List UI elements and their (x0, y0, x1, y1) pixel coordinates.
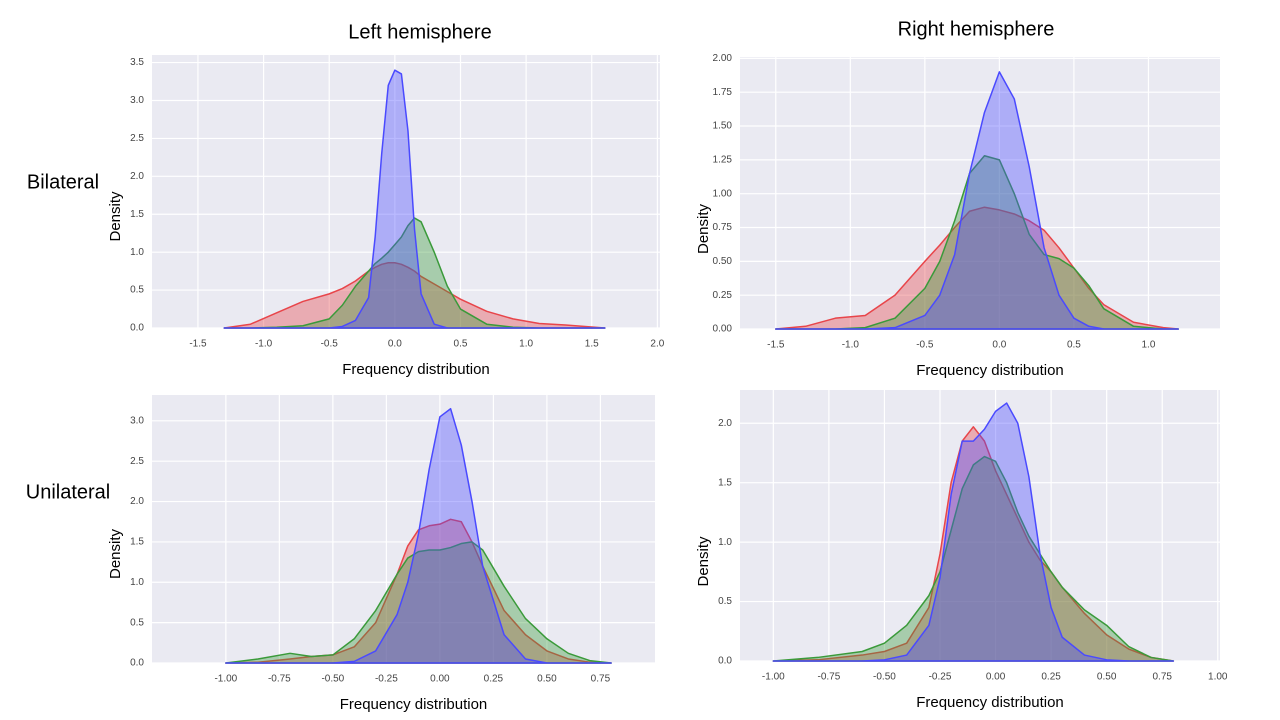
y-tick-label: 2.0 (130, 496, 144, 507)
density-area (775, 155, 1180, 330)
x-tick-label: -0.5 (916, 340, 934, 351)
x-tick-label: 0.5 (1067, 340, 1081, 351)
y-tick-label: 1.5 (718, 477, 732, 488)
row-label: Unilateral (26, 481, 110, 503)
density-area (772, 455, 1175, 662)
x-tick-label: 1.00 (1208, 672, 1228, 683)
y-tick-label: 3.0 (130, 95, 144, 106)
y-tick-label: 0.5 (718, 596, 732, 607)
x-tick-label: -1.5 (189, 339, 207, 350)
x-tick-label: -0.50 (321, 674, 344, 685)
density-area (223, 69, 606, 329)
x-tick-label: -0.25 (929, 672, 952, 683)
y-tick-label: 0.00 (713, 324, 733, 335)
density-area (775, 206, 1180, 330)
row-label: Bilateral (27, 171, 99, 193)
x-tick-label: -1.0 (842, 340, 860, 351)
density-area (223, 217, 606, 329)
x-tick-label: -0.50 (873, 672, 896, 683)
x-tick-label: -0.25 (375, 674, 398, 685)
x-axis-label: Frequency distribution (342, 361, 490, 378)
y-tick-label: 2.00 (713, 53, 733, 64)
y-axis-label: Density (107, 528, 124, 579)
x-tick-label: 1.0 (1141, 340, 1155, 351)
column-title: Right hemisphere (898, 18, 1055, 40)
plot-background (152, 395, 655, 663)
y-tick-label: 1.25 (713, 154, 733, 165)
x-tick-label: 0.25 (1041, 672, 1061, 683)
y-tick-label: 1.5 (130, 209, 144, 220)
y-tick-label: 0.0 (130, 658, 144, 669)
y-tick-label: 2.0 (718, 418, 732, 429)
y-tick-label: 0.50 (713, 256, 733, 267)
x-axis-label: Frequency distribution (916, 362, 1064, 379)
y-tick-label: 1.00 (713, 188, 733, 199)
x-tick-label: 0.5 (454, 339, 468, 350)
y-tick-label: 3.5 (130, 57, 144, 68)
plot-background (740, 57, 1220, 329)
x-tick-label: -1.00 (762, 672, 785, 683)
x-tick-label: 0.75 (1152, 672, 1172, 683)
y-tick-label: 1.5 (130, 537, 144, 548)
x-tick-label: 0.00 (430, 674, 450, 685)
density-area (772, 402, 1175, 662)
x-tick-label: -1.00 (214, 674, 237, 685)
y-axis-label: Density (107, 191, 124, 242)
y-tick-label: 0.75 (713, 222, 733, 233)
density-area (225, 541, 612, 664)
y-tick-label: 0.5 (130, 285, 144, 296)
y-axis-label: Density (695, 536, 712, 587)
y-tick-label: 0.25 (713, 290, 733, 301)
y-tick-label: 1.50 (713, 121, 733, 132)
x-tick-label: -1.0 (255, 339, 273, 350)
x-tick-label: -1.5 (767, 340, 785, 351)
x-tick-label: 0.25 (484, 674, 504, 685)
density-area (225, 407, 612, 664)
x-tick-label: 2.0 (650, 339, 664, 350)
y-tick-label: 0.0 (130, 323, 144, 334)
x-tick-label: -0.75 (268, 674, 291, 685)
x-tick-label: 0.50 (537, 674, 557, 685)
y-tick-label: 3.0 (130, 415, 144, 426)
x-tick-label: 0.75 (591, 674, 611, 685)
y-tick-label: 1.0 (130, 247, 144, 258)
x-axis-label: Frequency distribution (916, 694, 1064, 711)
y-tick-label: 1.0 (718, 537, 732, 548)
x-tick-label: 1.0 (519, 339, 533, 350)
y-tick-label: 2.0 (130, 171, 144, 182)
density-area (223, 262, 606, 329)
column-title: Left hemisphere (348, 21, 491, 43)
x-tick-label: -0.75 (817, 672, 840, 683)
x-tick-label: 0.0 (388, 339, 402, 350)
x-tick-label: -0.5 (321, 339, 339, 350)
y-tick-label: 1.75 (713, 87, 733, 98)
y-tick-label: 2.5 (130, 133, 144, 144)
y-tick-label: 0.0 (718, 656, 732, 667)
x-tick-label: 0.0 (992, 340, 1006, 351)
x-tick-label: 1.5 (585, 339, 599, 350)
density-area (772, 426, 1175, 662)
y-axis-label: Density (695, 203, 712, 254)
x-tick-label: 0.50 (1097, 672, 1117, 683)
y-tick-label: 2.5 (130, 456, 144, 467)
x-tick-label: 0.00 (986, 672, 1006, 683)
y-tick-label: 0.5 (130, 617, 144, 628)
density-area (775, 71, 1180, 330)
x-axis-label: Frequency distribution (340, 696, 488, 713)
y-tick-label: 1.0 (130, 577, 144, 588)
